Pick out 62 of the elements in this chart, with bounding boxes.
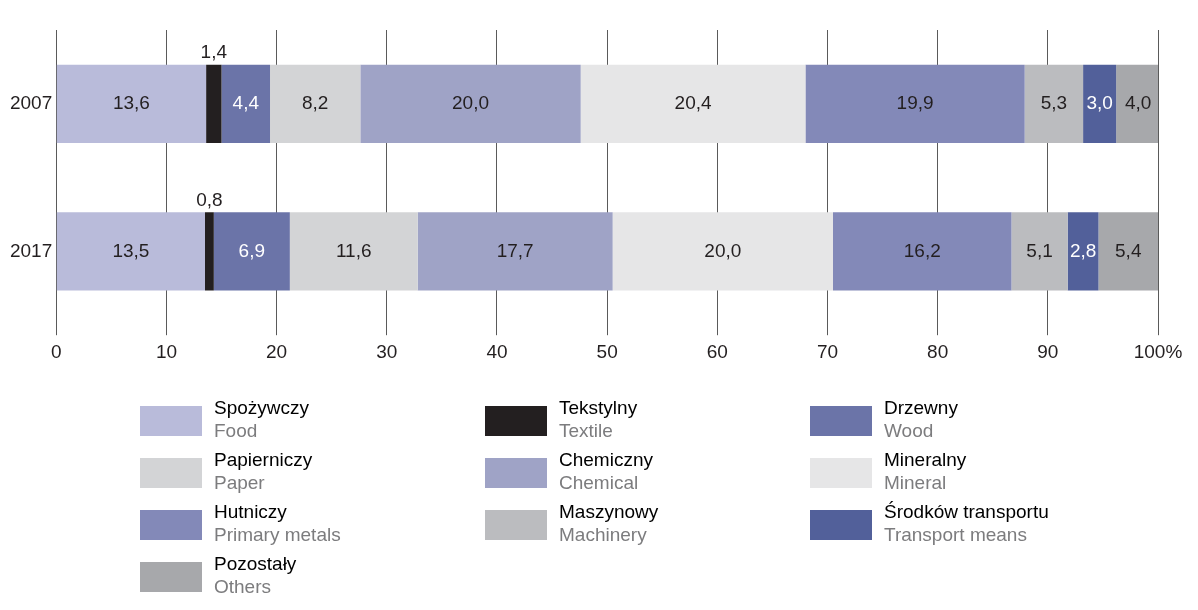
bar xyxy=(56,64,207,143)
legend-label: Środków transportu Transport means xyxy=(884,500,1049,546)
x-tick-label: 100% xyxy=(1133,340,1183,362)
bar xyxy=(832,212,1012,291)
legend-label: Hutniczy Primary metals xyxy=(214,500,341,546)
bar xyxy=(206,64,222,143)
data-label: 1,4 xyxy=(200,40,228,62)
bar xyxy=(205,212,214,291)
data-label: 4,4 xyxy=(232,92,260,114)
legend-label: Spożywczy Food xyxy=(214,396,310,442)
bar xyxy=(213,212,290,291)
data-label: 8,2 xyxy=(301,92,329,114)
data-label: 17,7 xyxy=(496,239,534,261)
bar xyxy=(1011,212,1068,291)
x-tick-label: 10 xyxy=(155,340,178,362)
legend-label: Mineralny Mineral xyxy=(884,448,967,494)
data-label: 6,9 xyxy=(238,239,266,261)
data-label: 19,9 xyxy=(896,92,934,114)
bar xyxy=(805,64,1025,143)
x-tick-label: 30 xyxy=(376,340,398,362)
legend-label: Drzewny Wood xyxy=(884,396,958,442)
legend-label: Maszynowy Machinery xyxy=(559,500,659,546)
x-tick-label: 60 xyxy=(706,340,728,362)
data-label: 20,4 xyxy=(674,92,712,114)
bar xyxy=(1067,212,1099,291)
bar xyxy=(1083,64,1117,143)
legend-label: Papierniczy Paper xyxy=(214,448,313,494)
data-label: 5,3 xyxy=(1040,92,1068,114)
data-label: 20,0 xyxy=(704,239,742,261)
data-label: 2,8 xyxy=(1069,239,1097,261)
data-label: 0,8 xyxy=(196,188,223,210)
bar xyxy=(56,212,205,291)
bar xyxy=(289,212,418,291)
legend-label: Tekstylny Textile xyxy=(559,396,638,442)
legend-label: Chemiczny Chemical xyxy=(559,448,653,494)
data-label: 4,0 xyxy=(1124,92,1152,114)
data-label: 5,4 xyxy=(1115,239,1142,261)
bar xyxy=(1098,212,1158,291)
legend-label: Pozostały Others xyxy=(214,552,297,598)
bar xyxy=(270,64,361,143)
bar xyxy=(612,212,833,291)
data-label: 16,2 xyxy=(903,239,941,261)
x-tick-label: 40 xyxy=(486,340,508,362)
data-label: 13,6 xyxy=(112,92,150,114)
data-label: 13,5 xyxy=(112,239,150,261)
bar xyxy=(360,64,581,143)
data-label: 3,0 xyxy=(1086,92,1113,114)
x-tick-label: 80 xyxy=(927,340,949,362)
y-tick-label: 2017 xyxy=(9,239,53,261)
data-label: 20,0 xyxy=(452,92,490,114)
x-tick-label: 50 xyxy=(596,340,618,362)
data-label: 5,1 xyxy=(1026,239,1053,261)
data-label: 11,6 xyxy=(335,239,372,261)
x-tick-label: 20 xyxy=(266,340,288,362)
bar xyxy=(580,64,806,143)
x-tick-label: 0 xyxy=(50,340,62,362)
x-tick-label: 90 xyxy=(1037,340,1059,362)
y-tick-label: 2007 xyxy=(9,92,53,114)
bar xyxy=(1024,64,1084,143)
x-tick-label: 70 xyxy=(816,340,839,362)
bar xyxy=(417,212,613,291)
bar xyxy=(221,64,270,143)
